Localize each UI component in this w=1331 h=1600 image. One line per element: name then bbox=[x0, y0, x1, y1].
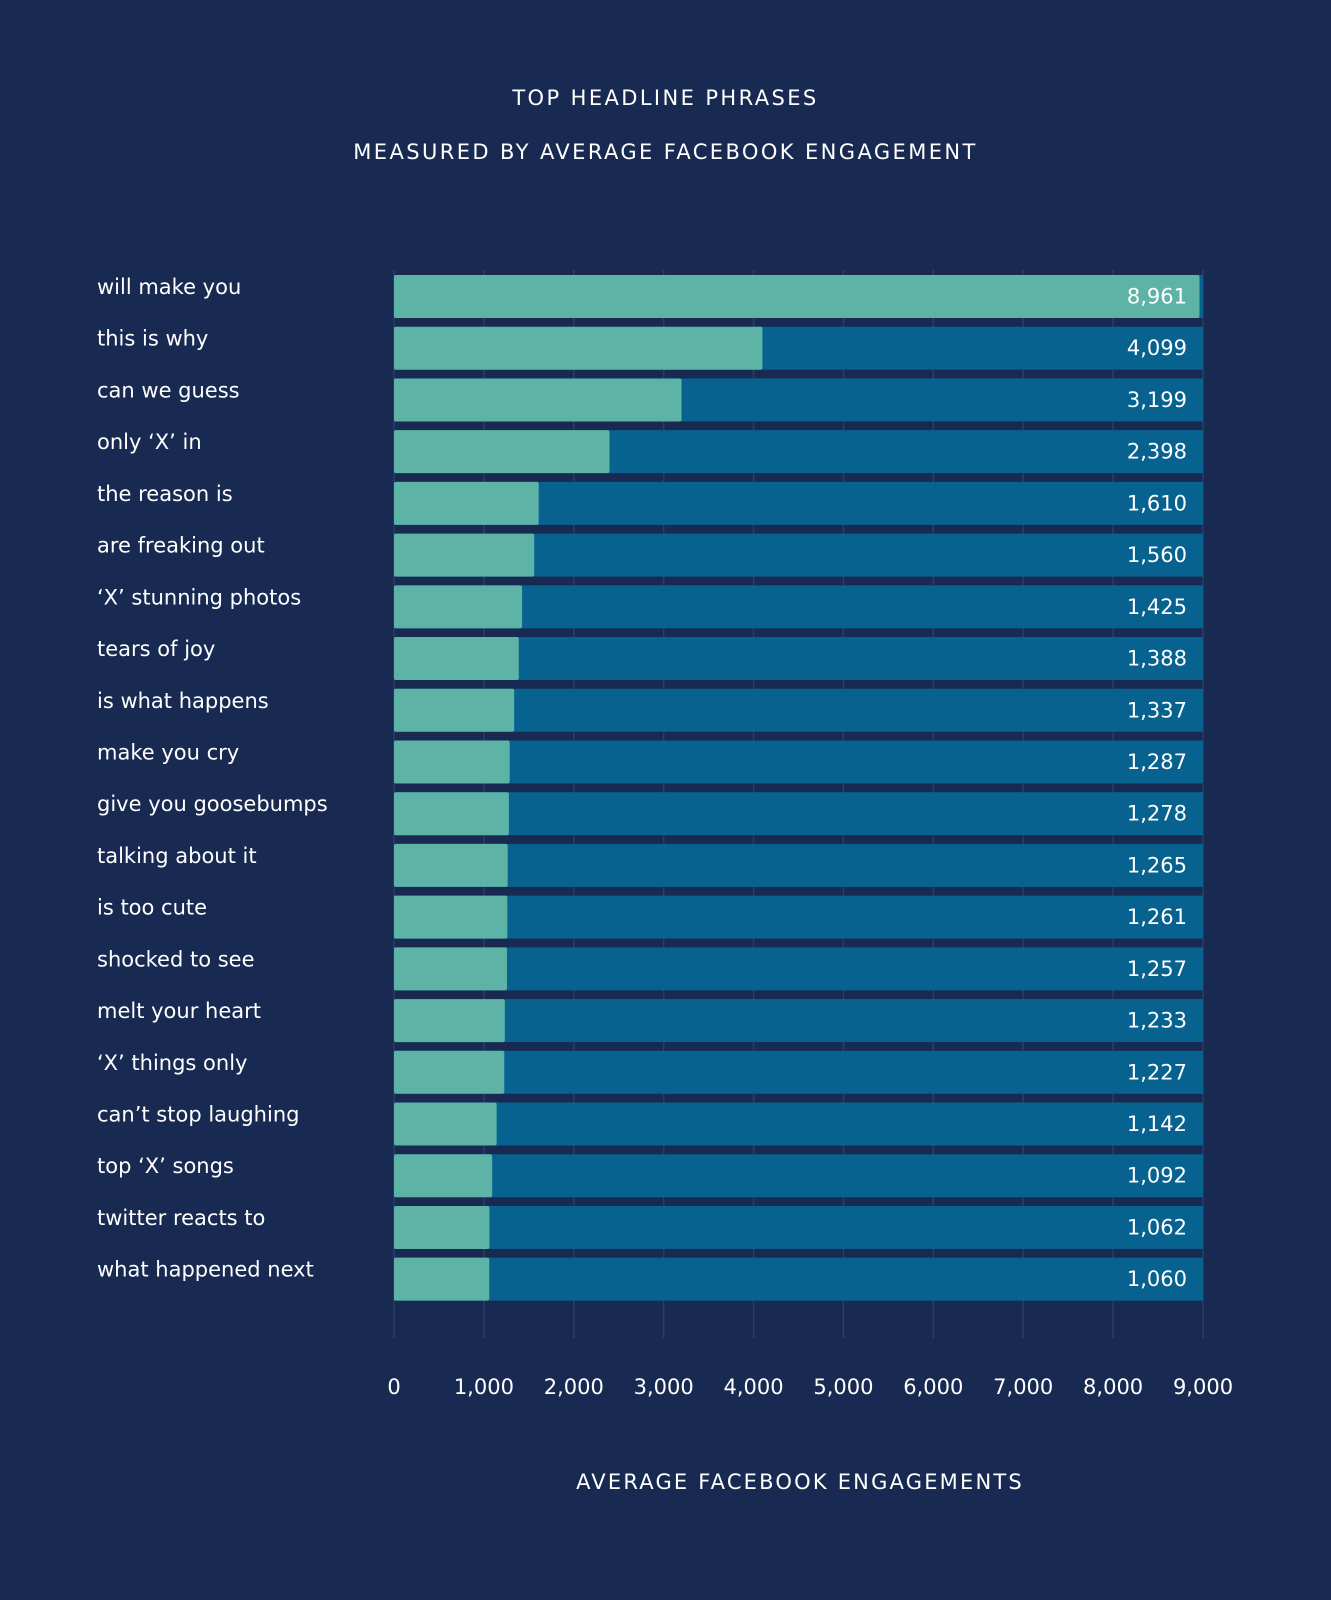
bar-track bbox=[394, 999, 1203, 1043]
x-tick-label: 5,000 bbox=[813, 1375, 873, 1399]
bar bbox=[394, 481, 539, 525]
bar-plot: 8,961 4,099 3,199 2,398 1,610 1,560 1,425 1,388… bbox=[97, 270, 1233, 1399]
bar-value-label: 4,099 bbox=[1127, 336, 1187, 360]
category-label: is what happens bbox=[97, 689, 269, 713]
bar bbox=[394, 585, 523, 629]
category-label: twitter reacts to bbox=[97, 1206, 265, 1230]
bar-value-label: 1,227 bbox=[1127, 1060, 1187, 1084]
bar bbox=[394, 895, 508, 939]
category-label: shocked to see bbox=[97, 947, 255, 971]
category-label: ‘X’ stunning photos bbox=[97, 585, 301, 609]
bar-track bbox=[394, 843, 1203, 887]
bar-track bbox=[394, 637, 1203, 681]
bar-track bbox=[394, 947, 1203, 991]
bar-value-label: 1,610 bbox=[1127, 491, 1187, 515]
bar bbox=[394, 792, 509, 836]
x-tick-label: 1,000 bbox=[454, 1375, 514, 1399]
bar bbox=[394, 1257, 490, 1301]
category-label: will make you bbox=[97, 275, 241, 299]
category-label: ‘X’ things only bbox=[97, 1051, 247, 1075]
category-label: what happened next bbox=[97, 1258, 314, 1282]
bar-value-label: 1,278 bbox=[1127, 802, 1187, 826]
bar-value-label: 1,261 bbox=[1127, 905, 1187, 929]
category-label: only ‘X’ in bbox=[97, 430, 202, 454]
bar-value-label: 1,287 bbox=[1127, 750, 1187, 774]
bar-track bbox=[394, 585, 1203, 629]
bars: 8,961 4,099 3,199 2,398 1,610 1,560 1,425 1,388… bbox=[394, 275, 1203, 1301]
x-tick-label: 6,000 bbox=[903, 1375, 963, 1399]
bar-value-label: 1,257 bbox=[1127, 957, 1187, 981]
bar bbox=[394, 430, 610, 474]
bar-value-label: 1,337 bbox=[1127, 698, 1187, 722]
category-label: melt your heart bbox=[97, 999, 261, 1023]
bar-track bbox=[394, 792, 1203, 836]
bar bbox=[394, 947, 507, 991]
chart-subtitle: MEASURED BY AVERAGE FACEBOOK ENGAGEMENT bbox=[353, 140, 978, 164]
bar-track bbox=[394, 1257, 1203, 1301]
bar bbox=[394, 1050, 505, 1094]
category-label: can’t stop laughing bbox=[97, 1103, 299, 1127]
category-label: talking about it bbox=[97, 844, 257, 868]
bar bbox=[394, 637, 519, 681]
bar bbox=[394, 378, 682, 422]
bar-value-label: 1,233 bbox=[1127, 1009, 1187, 1033]
bar-value-label: 1,060 bbox=[1127, 1267, 1187, 1291]
category-label: give you goosebumps bbox=[97, 792, 328, 816]
bar bbox=[394, 326, 763, 370]
bar bbox=[394, 1102, 497, 1146]
category-label: the reason is bbox=[97, 482, 233, 506]
bar bbox=[394, 533, 535, 577]
bar bbox=[394, 740, 510, 784]
bar bbox=[394, 275, 1200, 318]
x-tick-label: 9,000 bbox=[1173, 1375, 1233, 1399]
category-label: can we guess bbox=[97, 378, 240, 402]
category-label: is too cute bbox=[97, 896, 207, 920]
bar bbox=[394, 1205, 490, 1249]
category-label: this is why bbox=[97, 327, 208, 351]
x-axis-label: AVERAGE FACEBOOK ENGAGEMENTS bbox=[576, 1470, 1024, 1494]
x-tick-label: 4,000 bbox=[723, 1375, 783, 1399]
bar-track bbox=[394, 1205, 1203, 1249]
bar-value-label: 1,092 bbox=[1127, 1164, 1187, 1188]
bar-value-label: 3,199 bbox=[1127, 388, 1187, 412]
x-tick-label: 0 bbox=[387, 1375, 400, 1399]
bar-value-label: 1,265 bbox=[1127, 853, 1187, 877]
bar-value-label: 1,388 bbox=[1127, 647, 1187, 671]
bar bbox=[394, 999, 505, 1043]
bar-value-label: 1,062 bbox=[1127, 1215, 1187, 1239]
x-tick-label: 2,000 bbox=[544, 1375, 604, 1399]
chart-title: TOP HEADLINE PHRASES bbox=[512, 86, 819, 110]
bar bbox=[394, 1154, 493, 1198]
bar-track bbox=[394, 1102, 1203, 1146]
x-tick-label: 3,000 bbox=[634, 1375, 694, 1399]
bar-value-label: 1,142 bbox=[1127, 1112, 1187, 1136]
category-label: top ‘X’ songs bbox=[97, 1154, 234, 1178]
x-axis-ticks: 0 1,000 2,000 3,000 4,000 5,000 6,000 7,000 8,00… bbox=[387, 1375, 1233, 1399]
bar bbox=[394, 688, 515, 732]
bar-value-label: 1,560 bbox=[1127, 543, 1187, 567]
category-labels: will make you this is why can we guess only… bbox=[97, 275, 328, 1282]
category-label: are freaking out bbox=[97, 534, 265, 558]
bar-track bbox=[394, 688, 1203, 732]
bar bbox=[394, 843, 508, 887]
bar-track bbox=[394, 895, 1203, 939]
category-label: make you cry bbox=[97, 740, 239, 764]
category-label: tears of joy bbox=[97, 637, 215, 661]
x-tick-label: 7,000 bbox=[993, 1375, 1053, 1399]
bar-track bbox=[394, 1154, 1203, 1198]
bar-track bbox=[394, 740, 1203, 784]
x-tick-label: 8,000 bbox=[1083, 1375, 1143, 1399]
bar-track bbox=[394, 1050, 1203, 1094]
bar-value-label: 2,398 bbox=[1127, 440, 1187, 464]
bar-value-label: 8,961 bbox=[1127, 285, 1187, 309]
bar-value-label: 1,425 bbox=[1127, 595, 1187, 619]
